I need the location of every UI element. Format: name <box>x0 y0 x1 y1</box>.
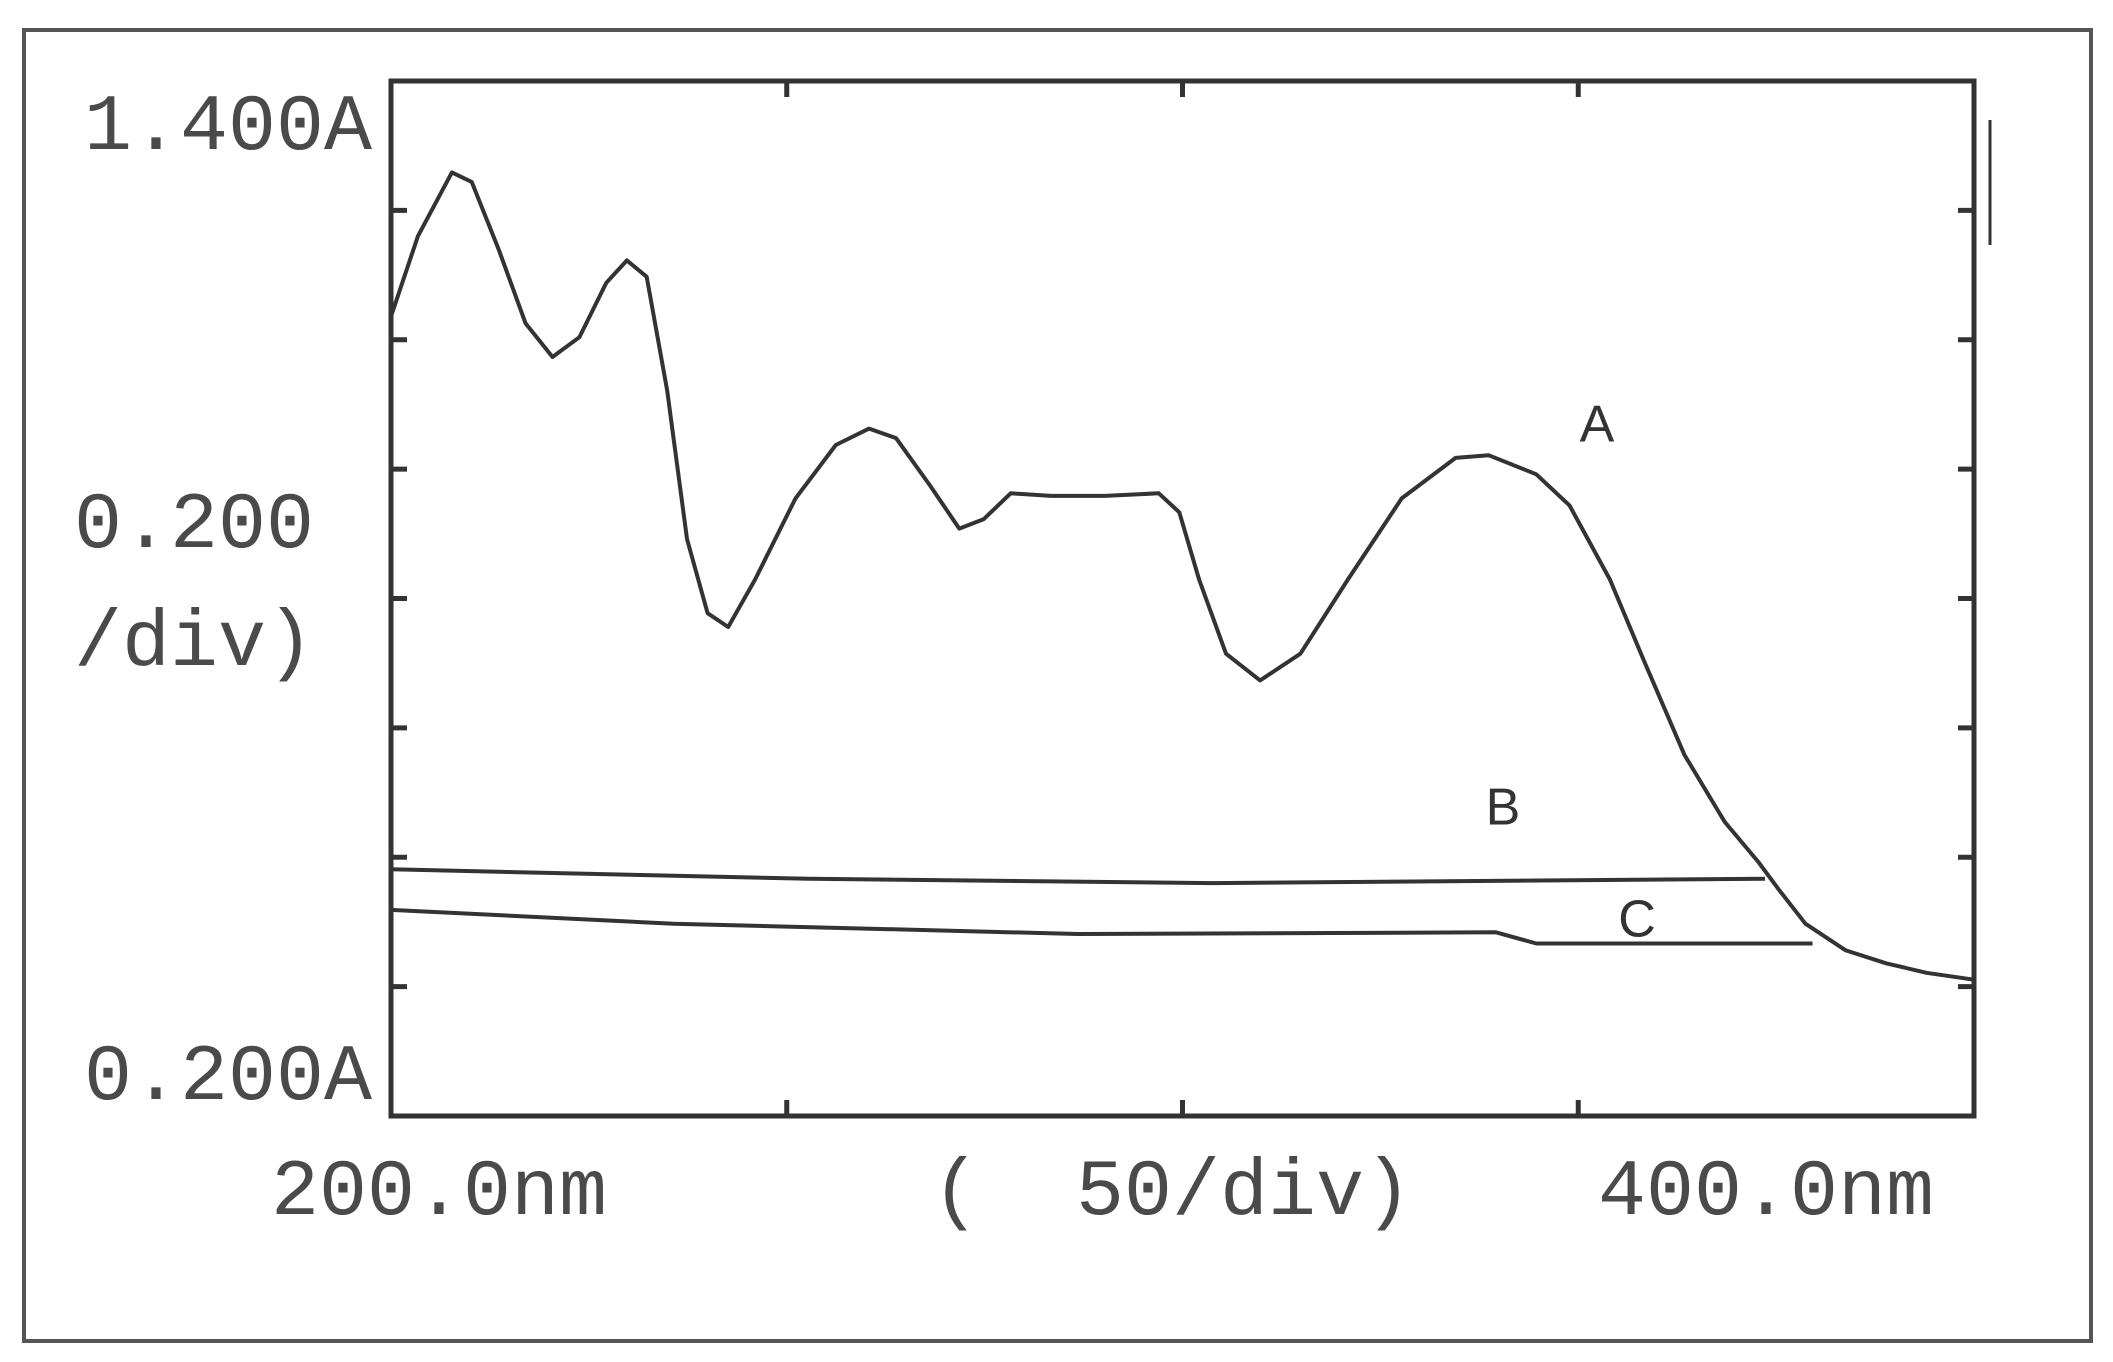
y-scale-label: /div) <box>74 599 314 690</box>
spectrum-line <box>390 907 1813 946</box>
x-tick-label: 400.0nm <box>1598 1148 1934 1239</box>
x-tick-label: 200.0nm <box>271 1148 607 1239</box>
y-tick-label: 1.400A <box>84 83 372 174</box>
spectrum-line <box>390 867 1766 886</box>
outer-frame <box>22 28 2093 1343</box>
x-scale-label: ( 50/div) <box>932 1148 1412 1239</box>
series-label: C <box>1618 891 1656 949</box>
y-tick-label: 0.200A <box>84 1033 372 1124</box>
series-label: A <box>1580 396 1615 454</box>
y-scale-label: 0.200 <box>74 481 314 572</box>
series-label: B <box>1486 779 1521 837</box>
spectrum-line <box>389 170 1975 982</box>
